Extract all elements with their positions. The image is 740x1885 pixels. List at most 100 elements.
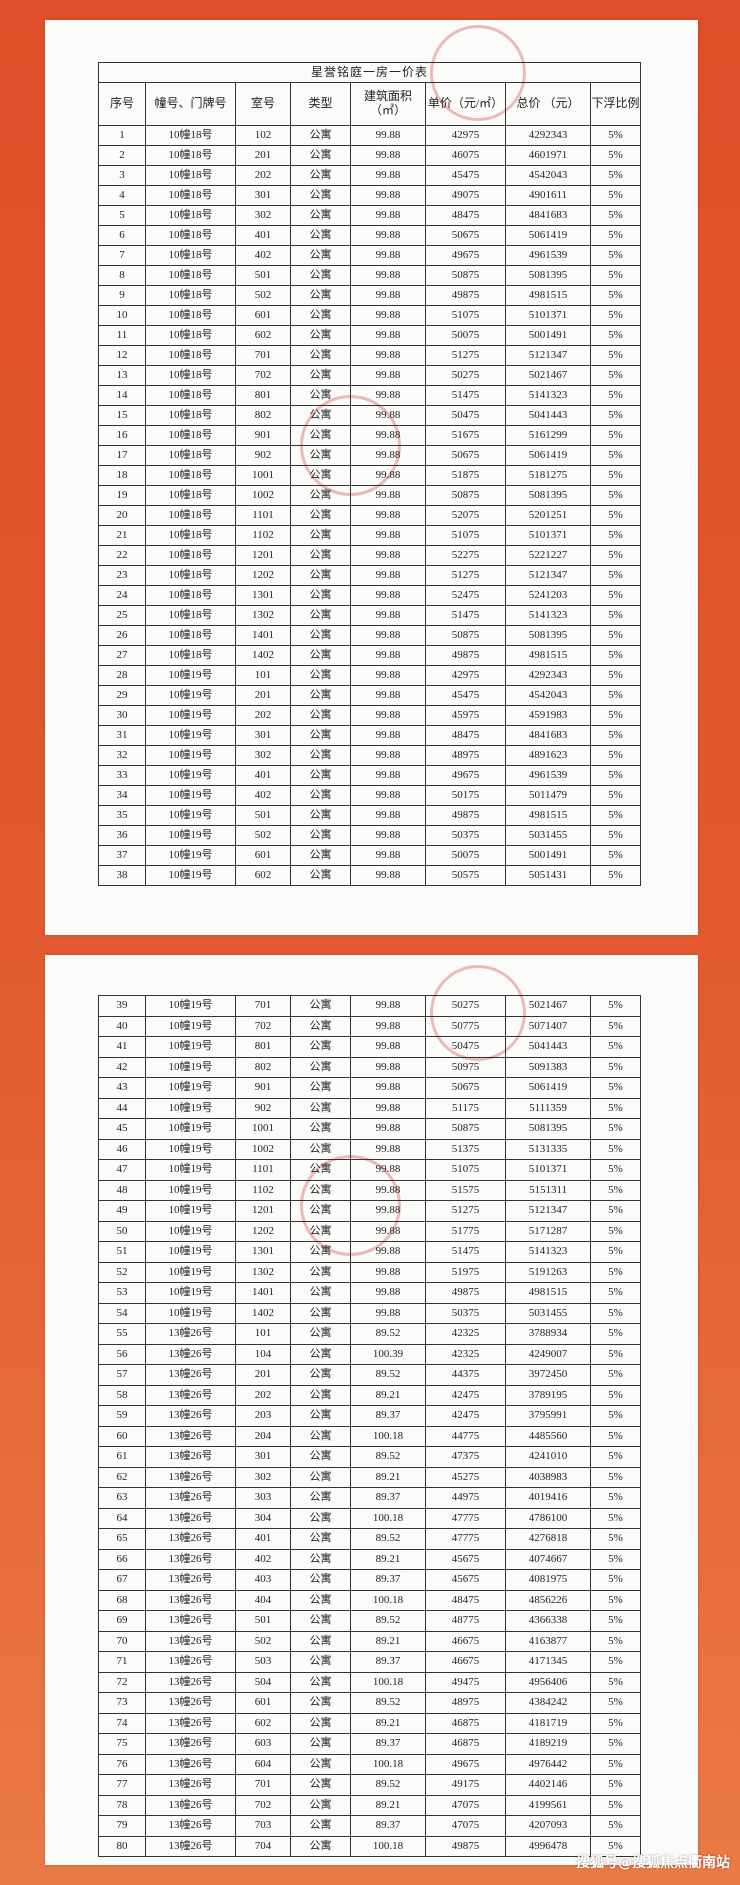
cell: 5% [590,1651,641,1673]
cell: 51075 [425,525,506,546]
cell: 5% [590,1753,641,1775]
cell: 13幢26号 [145,1671,236,1693]
cell: 13幢26号 [145,1405,236,1427]
cell: 52 [98,1261,146,1283]
cell: 5% [590,1138,641,1160]
cell: 50 [98,1220,146,1242]
cell: 公寓 [290,1302,351,1324]
cell: 502 [235,285,291,306]
header-cell: 下浮比例 [589,82,642,126]
cell: 51275 [425,345,506,366]
cell: 401 [235,765,291,786]
cell: 50175 [425,785,506,806]
cell: 13幢26号 [145,1774,236,1796]
cell: 5% [590,1630,641,1652]
table-row: 17 10幢18号 902 公寓 99.88 50675 5061419 5% [98,445,642,466]
cell: 100.18 [350,1835,426,1857]
table-row: 10 10幢18号 601 公寓 99.88 51075 5101371 5% [98,305,642,326]
cell: 公寓 [290,1200,351,1222]
cell: 5% [589,385,642,406]
cell: 5% [590,1241,641,1263]
cell: 902 [235,1097,291,1119]
cell: 99.88 [350,1015,426,1037]
cell: 4956406 [505,1671,591,1693]
cell: 13幢26号 [145,1835,236,1857]
cell: 公寓 [290,865,351,886]
cell: 602 [235,325,291,346]
cell: 89.37 [350,1569,426,1591]
cell: 5% [590,1364,641,1386]
cell: 702 [235,1015,291,1037]
table-row: 41 10幢19号 801 公寓 99.88 50475 5041443 5% [98,1036,641,1058]
cell: 5% [590,1712,641,1734]
cell: 5% [590,1097,641,1119]
cell: 4163877 [505,1630,591,1652]
cell: 公寓 [290,1015,351,1037]
cell: 99.88 [350,1097,426,1119]
cell: 10幢19号 [145,725,236,746]
cell: 公寓 [290,1159,351,1181]
cell: 51975 [425,1261,506,1283]
table-title: 星誉铭庭一房一价表 [97,62,642,83]
cell: 601 [235,1692,291,1714]
cell: 504 [235,1671,291,1693]
cell: 51475 [425,385,506,406]
table-row: 76 13幢26号 604 公寓 100.18 49675 4976442 5% [98,1753,641,1775]
cell: 公寓 [290,165,351,186]
table-row: 42 10幢19号 802 公寓 99.88 50975 5091383 5% [98,1056,641,1078]
cell: 公寓 [290,845,351,866]
cell: 42975 [425,125,506,146]
cell: 27 [98,645,146,666]
cell: 99.88 [350,1220,426,1242]
cell: 公寓 [290,245,351,266]
cell: 49 [98,1200,146,1222]
cell: 100.18 [350,1671,426,1693]
cell: 58 [98,1384,146,1406]
cell: 5041443 [505,405,591,426]
cell: 99.88 [350,245,426,266]
cell: 10幢18号 [145,525,236,546]
cell: 10幢18号 [145,145,236,166]
table-row: 34 10幢19号 402 公寓 99.88 50175 5011479 5% [98,785,642,806]
cell: 36 [98,825,146,846]
cell: 39 [98,995,146,1017]
cell: 公寓 [290,385,351,406]
cell: 4981515 [505,645,591,666]
cell: 1102 [235,1179,291,1201]
cell: 89.21 [350,1466,426,1488]
cell: 10幢19号 [145,845,236,866]
cell: 99.88 [350,1159,426,1181]
cell: 5% [589,645,642,666]
cell: 31 [98,725,146,746]
cell: 5% [589,525,642,546]
cell: 13幢26号 [145,1712,236,1734]
cell: 501 [235,1610,291,1632]
cell: 29 [98,685,146,706]
cell: 13幢26号 [145,1589,236,1611]
cell: 404 [235,1589,291,1611]
cell: 4786100 [505,1507,591,1529]
cell: 10幢18号 [145,545,236,566]
cell: 48975 [425,745,506,766]
cell: 48475 [425,725,506,746]
cell: 公寓 [290,1610,351,1632]
cell: 5141323 [505,1241,591,1263]
cell: 10幢18号 [145,365,236,386]
cell: 公寓 [290,205,351,226]
cell: 89.21 [350,1384,426,1406]
cell: 65 [98,1528,146,1550]
cell: 公寓 [290,1261,351,1283]
cell: 1301 [235,1241,291,1263]
cell: 5% [589,265,642,286]
cell: 5021467 [505,995,591,1017]
cell: 4901611 [505,185,591,206]
cell: 5% [590,1159,641,1181]
cell: 42975 [425,665,506,686]
cell: 公寓 [290,1774,351,1796]
cell: 46675 [425,1651,506,1673]
cell: 5% [589,145,642,166]
cell: 10幢19号 [145,1241,236,1263]
cell: 5% [590,1405,641,1427]
cell: 40 [98,1015,146,1037]
cell: 51475 [425,605,506,626]
